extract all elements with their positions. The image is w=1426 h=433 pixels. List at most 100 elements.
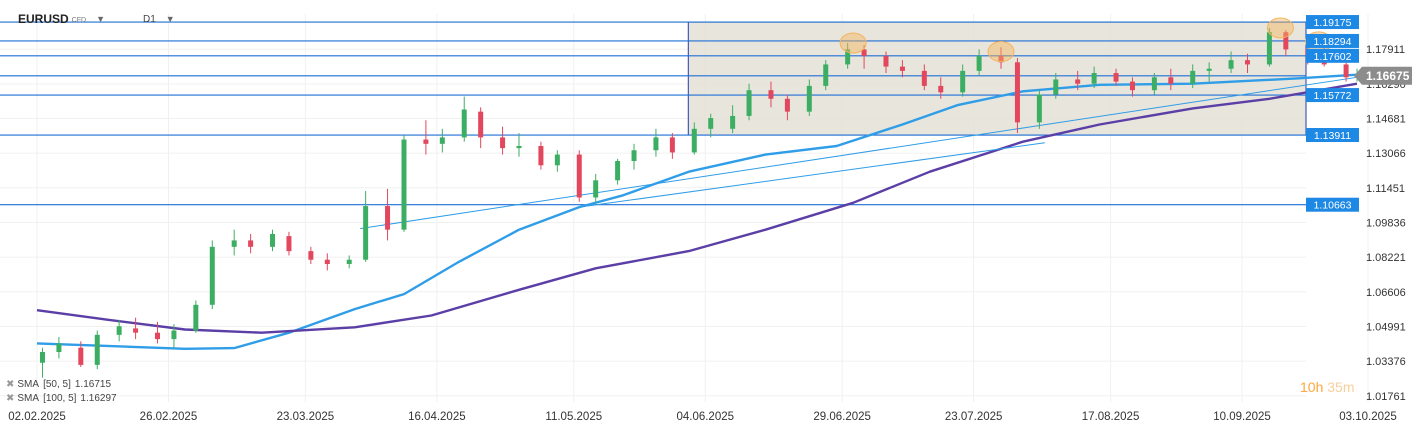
candle[interactable] (730, 115, 736, 129)
candle[interactable] (286, 236, 292, 252)
highlight-marker[interactable] (839, 32, 867, 54)
level-label-box[interactable] (1306, 48, 1359, 63)
chevron-down-icon[interactable]: ▼ (165, 14, 175, 24)
range-box[interactable] (687, 21, 1307, 136)
candle[interactable] (478, 111, 484, 138)
level-label-box[interactable] (1306, 88, 1359, 103)
candle[interactable] (1343, 64, 1349, 78)
y-tick-label: 1.04991 (1366, 321, 1406, 333)
candle[interactable] (784, 98, 790, 112)
candle[interactable] (171, 330, 177, 340)
candle[interactable] (960, 70, 966, 93)
candle[interactable] (193, 304, 199, 331)
candle[interactable] (1129, 81, 1135, 91)
candle[interactable] (385, 206, 391, 230)
indicator-label[interactable]: SMA (17, 378, 40, 390)
candle[interactable] (248, 240, 254, 247)
candle[interactable] (461, 109, 467, 138)
close-icon[interactable]: ✖ (6, 378, 15, 390)
candle[interactable] (423, 139, 429, 144)
candle[interactable] (516, 145, 522, 149)
candle[interactable] (691, 128, 697, 153)
timeframe-selector[interactable]: D1 (142, 13, 156, 25)
candle[interactable] (155, 332, 161, 340)
candle[interactable] (39, 351, 45, 363)
trendline[interactable] (579, 142, 1045, 208)
x-tick-label: 23.03.2025 (277, 411, 335, 423)
level-label: 1.10663 (1314, 200, 1352, 212)
candle[interactable] (998, 55, 1004, 63)
y-tick-label: 1.01761 (1366, 391, 1406, 403)
candle[interactable] (1168, 77, 1174, 84)
candle[interactable] (1228, 60, 1234, 69)
chevron-down-icon[interactable]: ▼ (96, 14, 105, 24)
candle[interactable] (1206, 68, 1212, 71)
x-tick-label: 02.02.2025 (8, 411, 66, 423)
sma-100-line[interactable] (36, 82, 1358, 334)
last-price-label: 1.16675 (1366, 69, 1410, 83)
candle[interactable] (631, 150, 637, 162)
level-label-box[interactable] (1306, 15, 1359, 30)
trendline[interactable] (360, 76, 1358, 230)
candle-countdown: 10h 35m (1300, 379, 1354, 395)
candle[interactable] (1053, 79, 1059, 95)
candle[interactable] (94, 334, 100, 365)
indicator-label[interactable]: SMA (17, 392, 40, 404)
highlight-marker[interactable] (987, 41, 1015, 63)
candle[interactable] (133, 328, 139, 333)
candle[interactable] (1014, 62, 1020, 123)
candle[interactable] (439, 137, 445, 144)
candle[interactable] (615, 161, 621, 181)
candle[interactable] (1036, 94, 1042, 123)
candle[interactable] (823, 64, 829, 86)
candle[interactable] (576, 154, 582, 198)
candle[interactable] (1283, 32, 1289, 50)
symbol-selector[interactable]: EURUSD (18, 12, 69, 26)
candle[interactable] (401, 139, 407, 230)
level-label-box[interactable] (1306, 128, 1359, 143)
candle[interactable] (363, 206, 369, 260)
candle[interactable] (653, 137, 659, 151)
candle[interactable] (899, 66, 905, 71)
candle[interactable] (324, 259, 330, 265)
candle[interactable] (56, 343, 62, 352)
candle[interactable] (78, 347, 84, 365)
candle[interactable] (308, 251, 314, 260)
candle[interactable] (768, 90, 774, 99)
candle[interactable] (976, 55, 982, 71)
candle[interactable] (1091, 73, 1097, 84)
candle[interactable] (554, 154, 560, 166)
candle[interactable] (209, 246, 215, 305)
candle[interactable] (1113, 73, 1119, 82)
highlight-marker[interactable] (1266, 17, 1294, 39)
candle[interactable] (1075, 79, 1081, 84)
candle[interactable] (270, 233, 276, 247)
candle[interactable] (538, 145, 544, 166)
indicator-legend: ✖ SMA [50, 5] 1.16715 ✖ SMA [100, 5] 1.1… (6, 377, 117, 405)
candle[interactable] (883, 55, 889, 67)
level-label-box[interactable] (1306, 197, 1359, 212)
level-label-box[interactable] (1306, 33, 1359, 48)
countdown-hours: 10h (1300, 379, 1324, 395)
candle[interactable] (806, 85, 812, 112)
candle[interactable] (746, 90, 752, 116)
candle[interactable] (938, 85, 944, 93)
candle[interactable] (708, 118, 714, 129)
candle[interactable] (1244, 60, 1250, 65)
candle[interactable] (231, 240, 237, 247)
candle[interactable] (845, 49, 851, 65)
candle[interactable] (593, 180, 599, 198)
candle[interactable] (346, 259, 352, 265)
indicator-value: 1.16715 (74, 378, 112, 390)
candle[interactable] (500, 137, 506, 149)
candle[interactable] (861, 49, 867, 56)
candle[interactable] (1266, 32, 1272, 65)
level-label: 1.18294 (1314, 36, 1352, 48)
candle[interactable] (669, 137, 675, 153)
candle[interactable] (921, 70, 927, 86)
candle[interactable] (1151, 77, 1157, 91)
close-icon[interactable]: ✖ (6, 392, 15, 404)
candle[interactable] (116, 326, 122, 335)
candle[interactable] (1190, 70, 1196, 84)
